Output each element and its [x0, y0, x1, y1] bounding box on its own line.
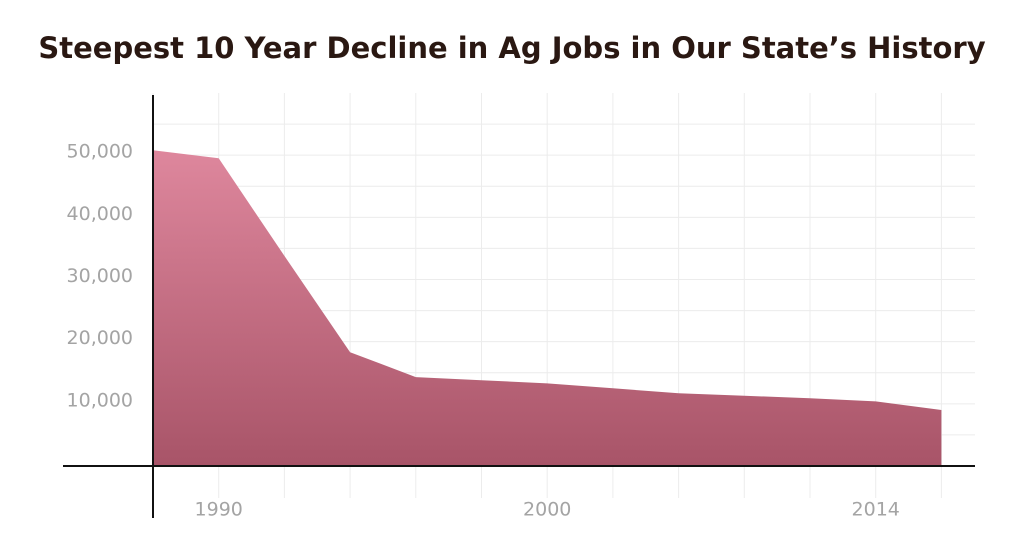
y-tick-label: 10,000: [67, 389, 133, 411]
x-tick-label: 1990: [195, 499, 243, 521]
y-tick-label: 40,000: [67, 203, 133, 225]
y-tick-label: 20,000: [67, 327, 133, 349]
area: [153, 150, 942, 466]
x-tick-label: 2000: [523, 499, 571, 521]
x-tick-label: 2014: [852, 499, 900, 521]
y-tick-label: 30,000: [67, 265, 133, 287]
y-tick-label: 50,000: [67, 141, 133, 163]
chart-title: Steepest 10 Year Decline in Ag Jobs in O…: [38, 31, 985, 65]
